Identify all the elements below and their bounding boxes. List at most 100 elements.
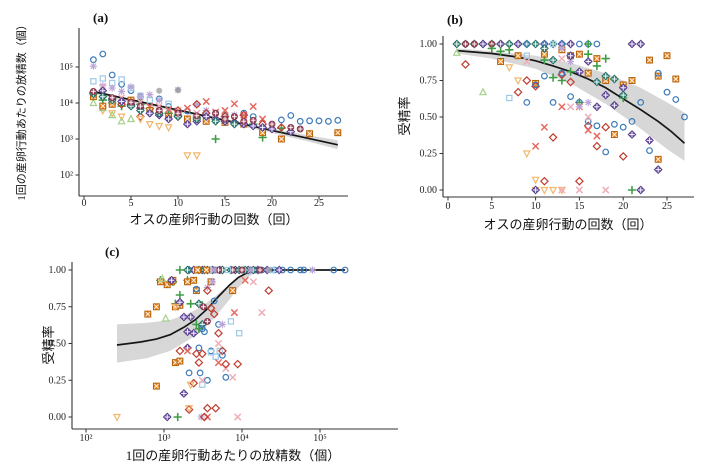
scatter-point [196,369,204,377]
scatter-point [192,285,200,293]
scatter-point [506,94,513,102]
scatter-point [99,75,107,82]
scatter-point [158,274,167,282]
scatter-point [513,39,523,49]
scatter-point [201,112,211,122]
scatter-point [583,57,593,66]
tick-label: 10³ [158,433,171,444]
panel-a-label: (a) [93,10,109,25]
scatter-point [184,278,191,286]
scatter-point [287,266,295,274]
scatter-point [504,45,514,55]
panel-a: 0 5 10 15 20 25 10⁵ 10⁴ 10³ 10² [60,28,348,209]
scatter-point [175,346,185,356]
scatter-point [208,278,217,286]
scatter-point [540,186,549,195]
scatter-point [611,120,618,128]
scatter-point [210,266,218,274]
scatter-point [210,297,218,305]
scatter-point [179,389,189,398]
scatter-point [90,56,97,64]
scatter-point [240,117,248,125]
scatter-point [198,376,206,384]
scatter-point [192,99,202,109]
tick-label: 1.00 [49,265,67,276]
scatter-point [513,87,523,97]
scatter-point [162,412,172,422]
panel-b-label: (b) [447,12,463,27]
scatter-point [566,77,576,87]
scatter-point [618,90,628,100]
scatter-point [558,103,566,111]
scatter-point [296,266,304,274]
scatter-point [207,349,215,356]
scatter-point [176,357,184,365]
scatter-point [199,412,209,422]
scatter-point [334,116,342,124]
scatter-point [185,369,193,377]
panel-c-y-axis-label: 受精率 [41,325,56,365]
scatter-point [227,318,235,325]
scatter-point [174,109,182,117]
scatter-point [583,39,593,49]
scatter-point [609,100,619,110]
scatter-point [531,185,541,195]
scatter-point [523,99,531,106]
panel-b: 0 5 10 15 20 25 1.00 0.75 0.50 0.25 0.00 [420,36,694,212]
scatter-point [203,376,211,384]
scatter-point [112,413,122,422]
scatter-point [258,309,266,317]
scatter-point [194,358,204,368]
scatter-point [195,344,203,352]
scatter-point [277,135,285,143]
scatter-point [452,39,462,49]
scatter-point [136,115,145,124]
scatter-point [478,87,488,96]
scatter-point [136,92,145,101]
scatter-point [548,132,558,142]
scatter-point [202,98,210,105]
scatter-point [186,312,196,322]
scatter-point [175,290,185,300]
scatter-point [182,119,192,129]
scatter-point [592,102,602,112]
scatter-point [593,122,601,130]
scatter-point [341,266,349,274]
scatter-point [681,113,688,121]
scatter-point [156,87,163,94]
scatter-point [296,117,304,125]
scatter-point [315,117,323,125]
scatter-point [206,303,216,313]
scatter-point [89,87,97,95]
scatter-point [217,346,227,356]
tick-label: 20 [618,201,628,212]
scatter-point [247,266,255,274]
tick-label: 0.75 [49,302,67,313]
scatter-point [207,347,215,355]
scatter-point [610,131,618,138]
scatter-point [645,135,654,145]
scatter-point [672,96,680,103]
scatter-point [184,347,191,355]
scatter-point [628,77,636,84]
scatter-point [452,48,461,56]
panel-c: 10² 10³ 10⁴ 10⁵ 1.00 0.75 0.50 0.25 0.00 [49,262,398,444]
scatter-point [523,52,530,59]
scatter-point [199,303,207,311]
scatter-point [212,109,220,117]
tick-label: 15 [220,198,230,209]
scatter-point [637,99,645,106]
scatter-point [628,118,636,125]
tick-label: 0.50 [420,112,438,123]
scatter-point [514,77,523,86]
scatter-point [300,266,308,274]
scatter-point [584,113,592,121]
scatter-point [259,129,267,137]
scatter-point [487,44,497,53]
scatter-point [202,106,210,115]
scatter-point [155,122,164,131]
scatter-point [549,40,557,48]
scatter-point [601,90,611,100]
scatter-point [296,125,304,133]
scatter-point [268,120,276,128]
